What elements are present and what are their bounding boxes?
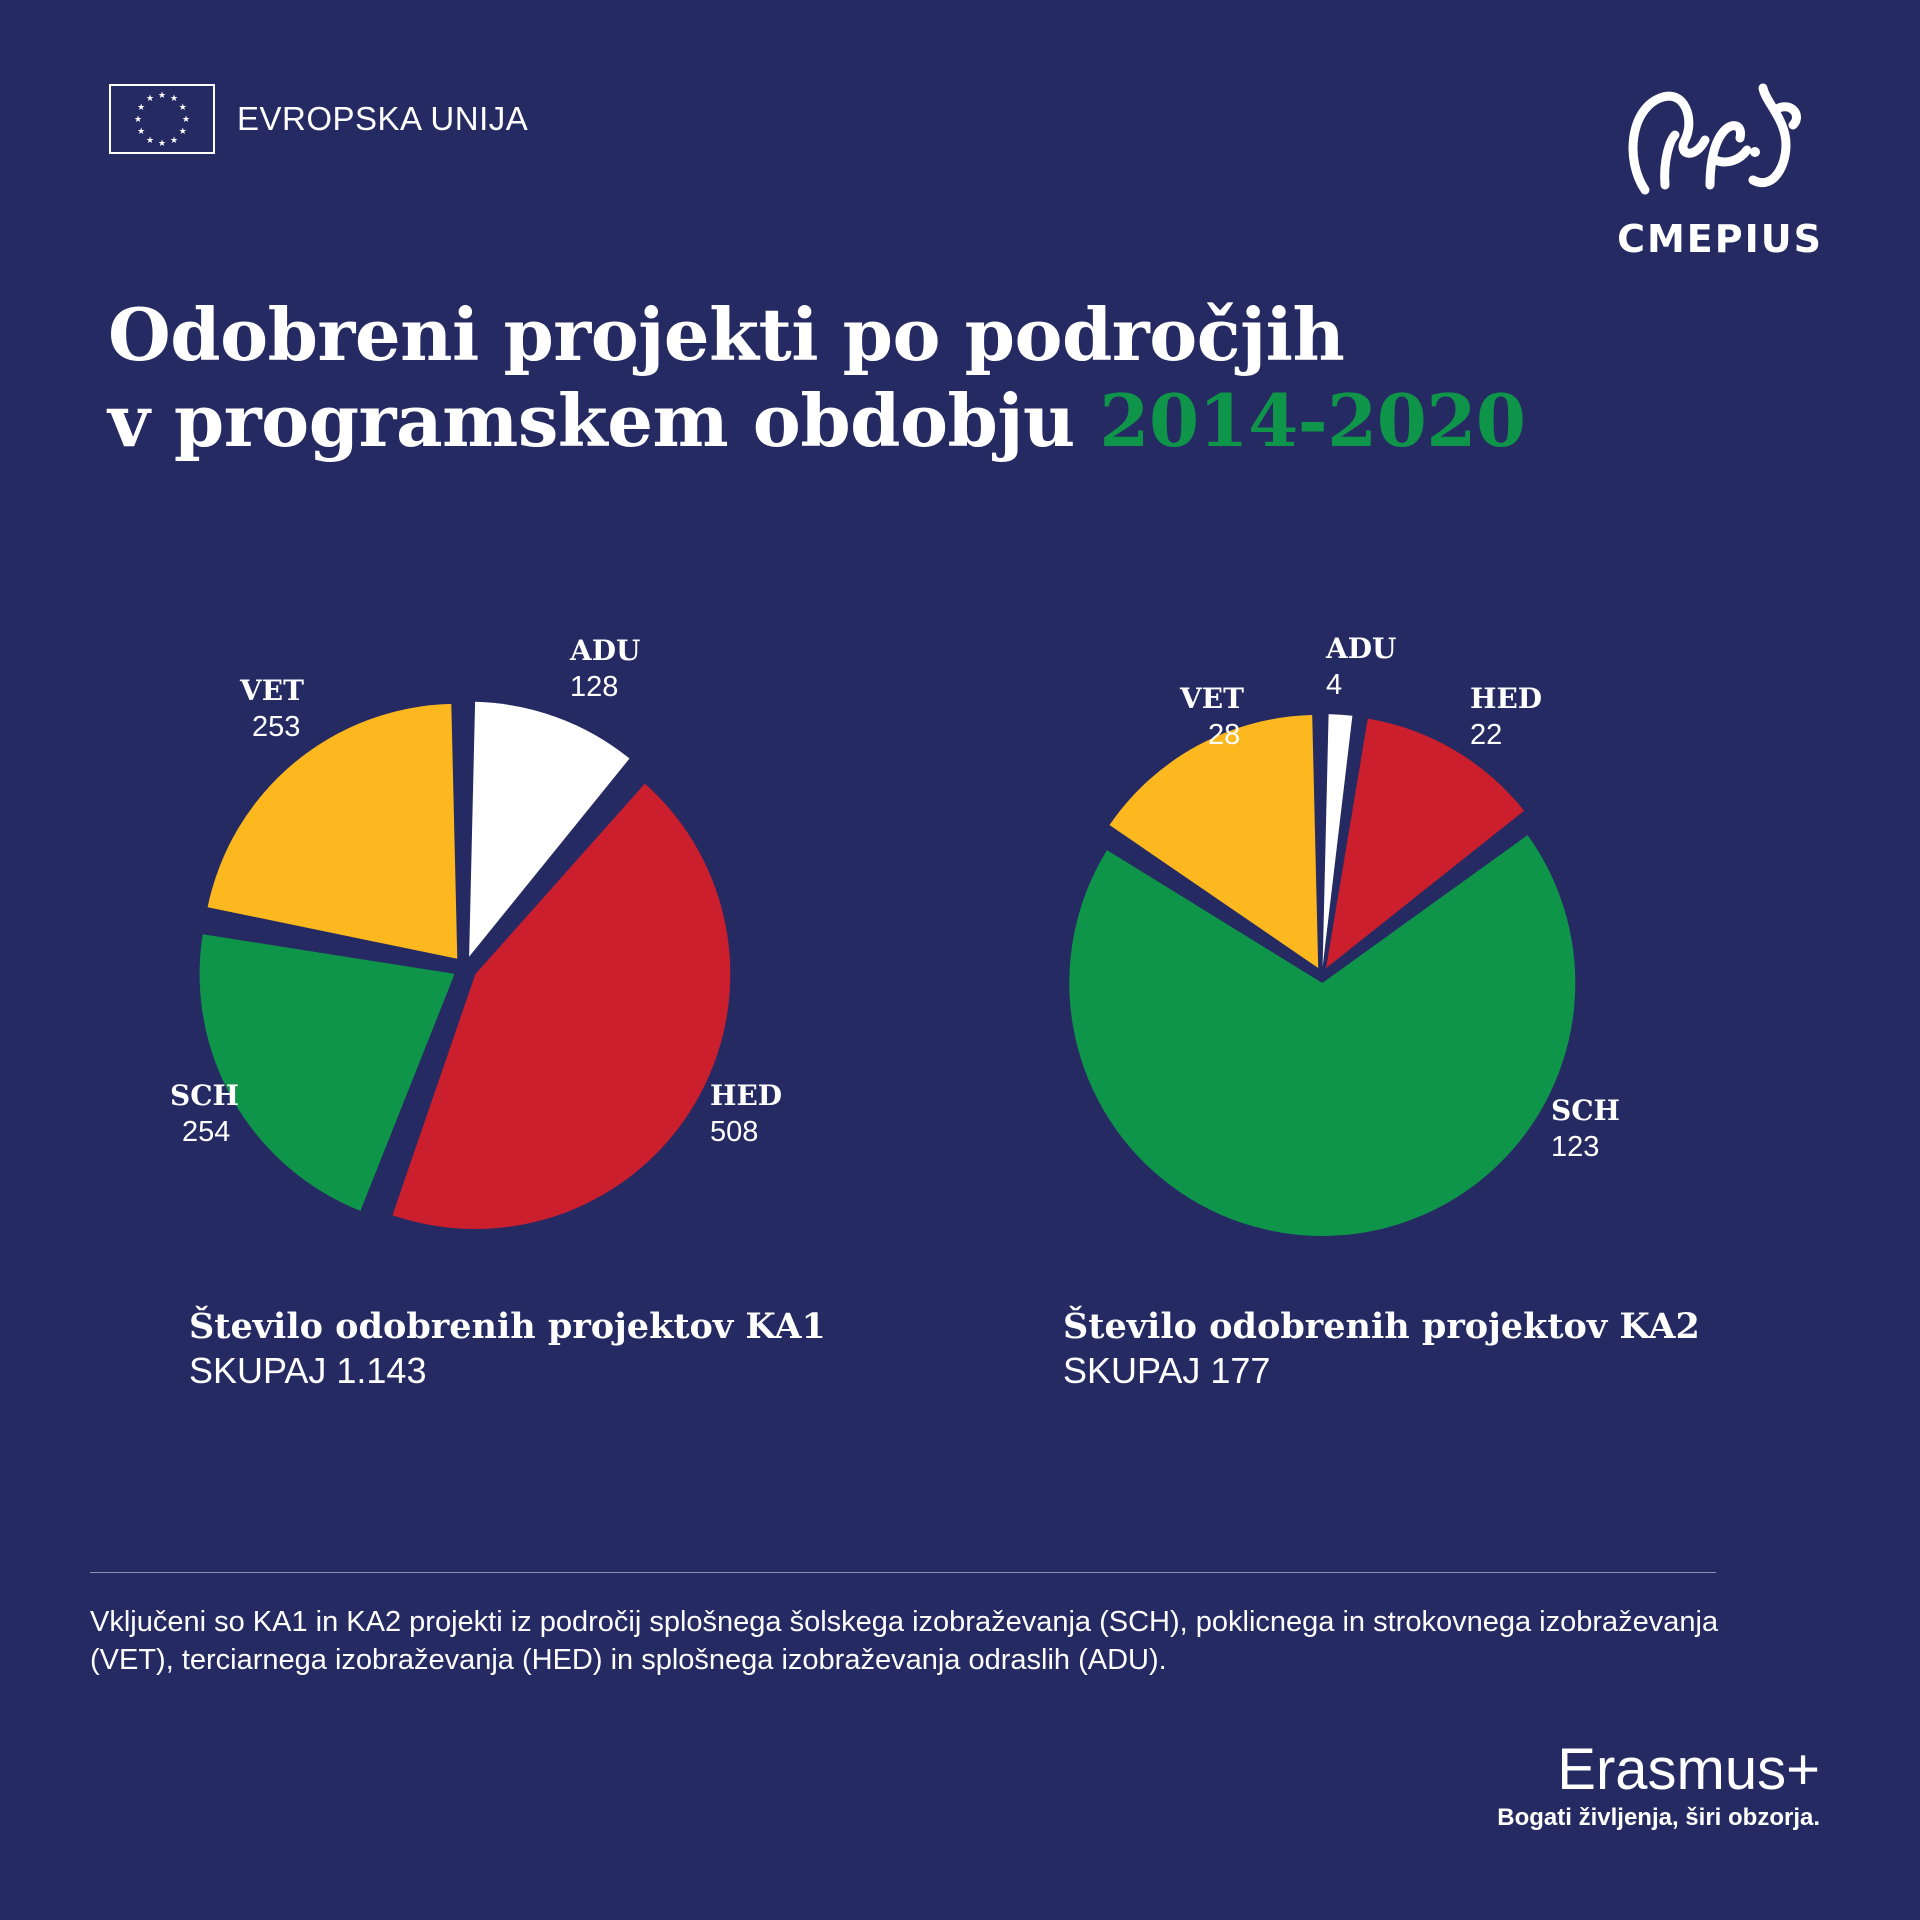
eu-block: ★ ★ ★ ★ ★ ★ ★ ★ ★ ★ ★ ★ EVROPSKA UNIJA bbox=[109, 84, 528, 154]
caption-ka2-total: SKUPAJ 177 bbox=[1063, 1350, 1271, 1391]
slice-label-sch: SCH bbox=[170, 1079, 239, 1112]
eu-star-icon: ★ bbox=[179, 127, 187, 137]
slice-value-vet: 253 bbox=[252, 711, 300, 743]
erasmus-logo: Erasmus+ bbox=[1557, 1737, 1820, 1802]
pie-slice-adu bbox=[1322, 714, 1353, 967]
pie-slice-vet bbox=[207, 703, 458, 959]
slice-label-hed: HED bbox=[1470, 682, 1542, 715]
cmepius-logo-text: CMEPIUS bbox=[1617, 217, 1823, 260]
eu-star-icon: ★ bbox=[137, 127, 145, 137]
eu-star-icon: ★ bbox=[182, 115, 190, 125]
pie-slice-hed bbox=[1326, 718, 1525, 969]
eu-star-icon: ★ bbox=[179, 103, 187, 113]
eu-star-icon: ★ bbox=[170, 94, 178, 104]
caption-ka1: Število odobrenih projektov KA1 SKUPAJ 1… bbox=[189, 1305, 826, 1393]
title-line1: Odobreni projekti po področjih bbox=[108, 292, 1345, 377]
eu-star-icon: ★ bbox=[170, 136, 178, 146]
caption-ka1-title: Število odobrenih projektov KA1 bbox=[189, 1306, 826, 1347]
footnote: Vključeni so KA1 in KA2 projekti iz podr… bbox=[90, 1606, 1719, 1676]
slice-label-sch: SCH bbox=[1551, 1094, 1620, 1127]
eu-star-icon: ★ bbox=[134, 115, 142, 125]
slice-value-adu: 4 bbox=[1326, 669, 1342, 701]
slice-value-hed: 22 bbox=[1470, 719, 1502, 751]
pie-slice-vet bbox=[1109, 715, 1319, 968]
eu-label: EVROPSKA UNIJA bbox=[237, 100, 529, 137]
eu-star-icon: ★ bbox=[158, 139, 166, 149]
slice-value-sch: 123 bbox=[1551, 1131, 1599, 1163]
page-title: Odobreni projekti po področjih v program… bbox=[108, 292, 1526, 464]
slice-value-adu: 128 bbox=[570, 671, 618, 703]
slice-label-adu: ADU bbox=[1325, 632, 1396, 665]
divider bbox=[90, 1572, 1716, 1573]
slice-label-hed: HED bbox=[710, 1079, 782, 1112]
slice-value-sch: 254 bbox=[182, 1116, 230, 1148]
pie-chart-ka1: ADU 128 HED 508 SCH 254 VET 253 bbox=[170, 634, 782, 1230]
caption-ka1-total: SKUPAJ 1.143 bbox=[189, 1350, 427, 1391]
eu-star-icon: ★ bbox=[137, 103, 145, 113]
eu-star-icon: ★ bbox=[158, 91, 166, 101]
slice-label-vet: VET bbox=[1179, 682, 1244, 715]
eu-star-icon: ★ bbox=[146, 94, 154, 104]
slice-label-adu: ADU bbox=[569, 634, 640, 667]
pie-slice-sch bbox=[199, 934, 455, 1211]
pie-slice-adu bbox=[469, 701, 630, 957]
slice-label-vet: VET bbox=[239, 674, 304, 707]
eu-star-icon: ★ bbox=[146, 136, 154, 146]
caption-ka2-title: Število odobrenih projektov KA2 bbox=[1063, 1306, 1700, 1347]
cmepius-logo: CMEPIUS bbox=[1617, 83, 1823, 260]
erasmus-tagline: Bogati življenja, širi obzorja. bbox=[1497, 1804, 1820, 1831]
title-line2-prefix: v programskem obdobju bbox=[108, 378, 1100, 463]
pie-slice-hed bbox=[392, 783, 731, 1230]
slice-value-vet: 28 bbox=[1208, 719, 1240, 751]
slice-value-hed: 508 bbox=[710, 1116, 758, 1148]
erasmus-block: Erasmus+ Bogati življenja, širi obzorja. bbox=[1497, 1738, 1820, 1834]
pie-charts: ADU 128 HED 508 SCH 254 VET 253 ADU 4 HED 22 SCH 123… bbox=[170, 632, 1620, 1236]
title-period: 2014-2020 bbox=[1099, 378, 1526, 463]
pie-chart-ka2: ADU 4 HED 22 SCH 123 VET 28 bbox=[1069, 632, 1620, 1236]
pie-slice-sch bbox=[1069, 835, 1576, 1236]
eu-flag-icon: ★ ★ ★ ★ ★ ★ ★ ★ ★ ★ ★ ★ bbox=[109, 84, 215, 154]
caption-ka2: Število odobrenih projektov KA2 SKUPAJ 1… bbox=[1063, 1305, 1700, 1393]
